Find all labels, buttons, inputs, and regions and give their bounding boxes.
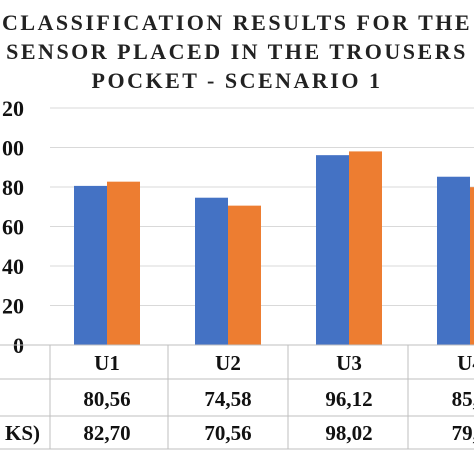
chart-title-line-3: POCKET - SCENARIO 1 xyxy=(91,68,383,93)
x-category-label: U1 xyxy=(94,351,120,375)
bar-u3-series-1 xyxy=(316,155,349,345)
bar-u3-series-2 xyxy=(349,151,382,345)
data-label: 79,9 xyxy=(452,421,474,445)
x-category-label: U3 xyxy=(336,351,362,375)
y-tick-label: 40 xyxy=(2,254,24,279)
data-label: 98,02 xyxy=(325,421,372,445)
bar-u4-series-2 xyxy=(470,187,474,345)
bar-u1-series-2 xyxy=(107,181,140,345)
chart-title-line-1: CLASSIFICATION RESULTS FOR THE xyxy=(1,10,473,35)
y-tick-label: 20 xyxy=(2,294,24,319)
bar-u2-series-2 xyxy=(228,205,261,345)
data-label: 74,58 xyxy=(204,387,251,411)
data-label: 96,12 xyxy=(325,387,372,411)
y-tick-label: 80 xyxy=(2,175,24,200)
series-name-label: KS) xyxy=(5,421,40,445)
data-label: 85,2 xyxy=(452,387,474,411)
y-tick-label: 20 xyxy=(2,96,24,121)
data-label: 70,56 xyxy=(204,421,251,445)
data-label: 80,56 xyxy=(83,387,130,411)
bar-u1-series-1 xyxy=(74,185,107,345)
x-category-label: U4 xyxy=(457,351,474,375)
y-tick-label: 00 xyxy=(2,136,24,161)
data-label: 82,70 xyxy=(83,421,130,445)
bar-u4-series-1 xyxy=(437,176,470,345)
x-category-label: U2 xyxy=(215,351,241,375)
y-tick-label: 60 xyxy=(2,215,24,240)
chart-title-line-2: SENSOR PLACED IN THE TROUSERS xyxy=(6,39,468,64)
bar-u2-series-1 xyxy=(195,197,228,345)
